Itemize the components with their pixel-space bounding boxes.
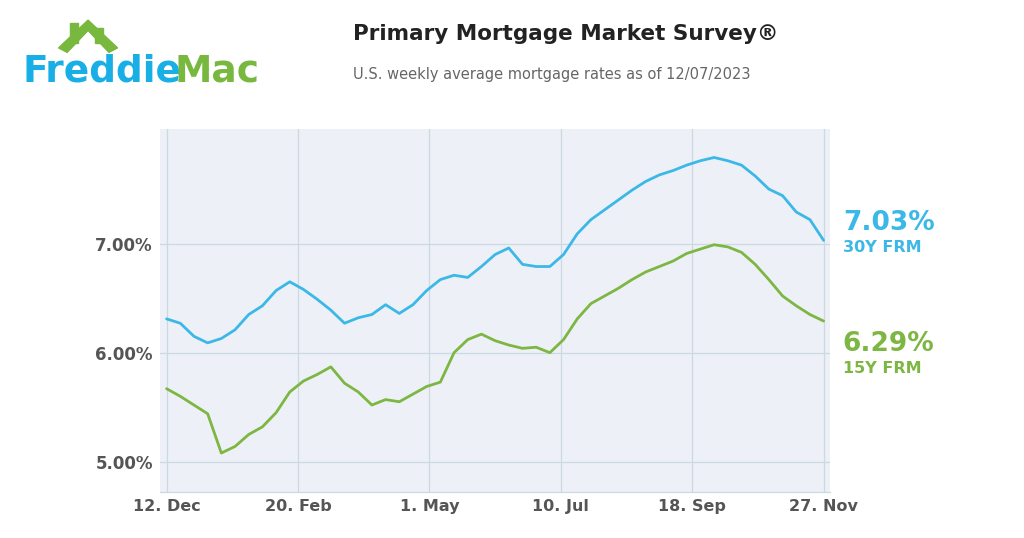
Bar <box>70 23 78 44</box>
Text: Primary Mortgage Market Survey®: Primary Mortgage Market Survey® <box>353 24 779 44</box>
Text: U.S. weekly average mortgage rates as of 12/07/2023: U.S. weekly average mortgage rates as of… <box>353 67 751 82</box>
Text: 7.03%: 7.03% <box>843 210 935 236</box>
Polygon shape <box>58 20 88 52</box>
Bar <box>95 28 103 44</box>
Text: Freddie: Freddie <box>23 54 181 90</box>
Polygon shape <box>88 20 118 52</box>
Text: 6.29%: 6.29% <box>843 331 935 357</box>
Text: Mac: Mac <box>174 54 259 90</box>
Text: 15Y FRM: 15Y FRM <box>843 361 922 376</box>
Text: 30Y FRM: 30Y FRM <box>843 240 922 255</box>
